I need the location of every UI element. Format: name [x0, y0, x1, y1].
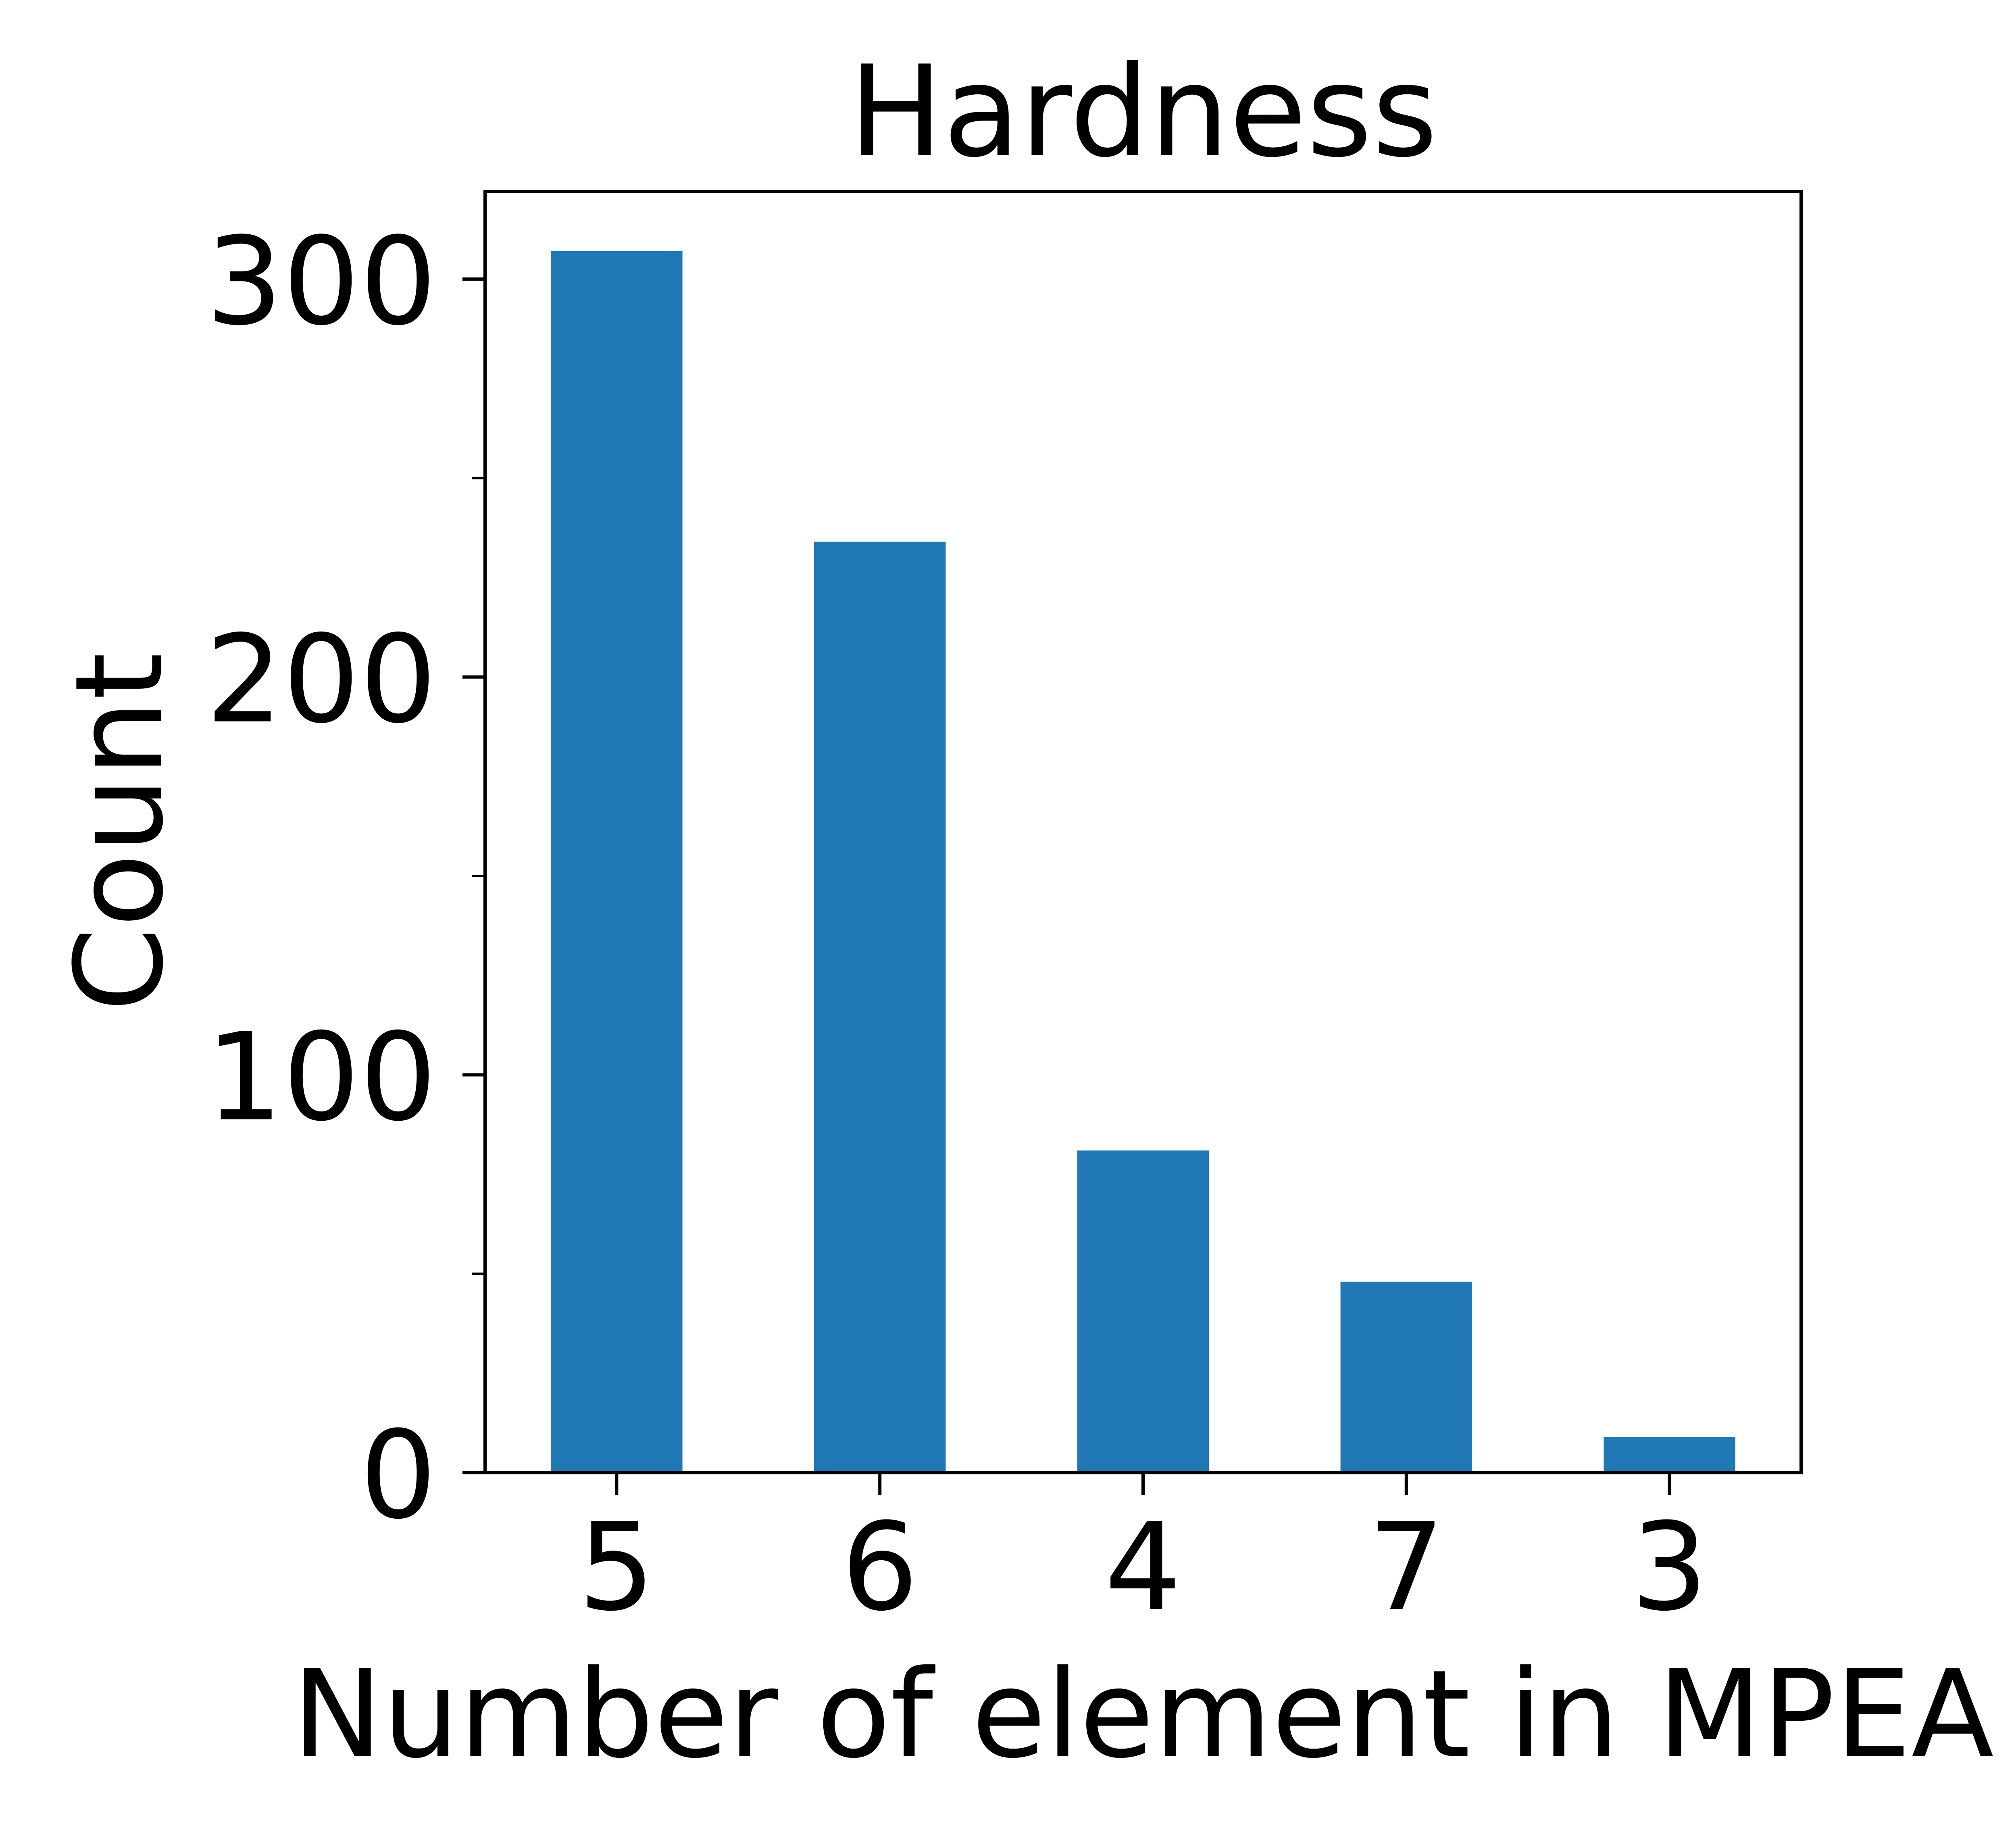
bar-4 [1077, 1150, 1209, 1473]
x-tick-label-3: 3 [1631, 1497, 1708, 1638]
x-axis-label: Number of element in MPEA [292, 1644, 1995, 1785]
y-tick-label-100: 100 [206, 1007, 437, 1148]
y-tick-label-200: 200 [206, 609, 437, 750]
y-axis-label: Count [49, 652, 190, 1012]
bar-7 [1340, 1282, 1472, 1473]
x-tick-label-7: 7 [1368, 1497, 1445, 1638]
chart-title: Hardness [848, 38, 1437, 185]
y-tick-label-0: 0 [360, 1405, 437, 1546]
bar-5 [551, 251, 683, 1473]
y-tick-label-300: 300 [206, 211, 437, 352]
x-tick-label-6: 6 [841, 1497, 918, 1638]
bar-3 [1604, 1437, 1735, 1473]
bar-6 [814, 542, 946, 1473]
bars-group [551, 251, 1735, 1473]
x-tick-label-5: 5 [578, 1497, 655, 1638]
x-tick-label-4: 4 [1105, 1497, 1182, 1638]
y-axis-ticks: 0 100 200 300 [206, 211, 485, 1546]
x-axis-ticks: 5 6 4 7 3 [578, 1473, 1708, 1638]
